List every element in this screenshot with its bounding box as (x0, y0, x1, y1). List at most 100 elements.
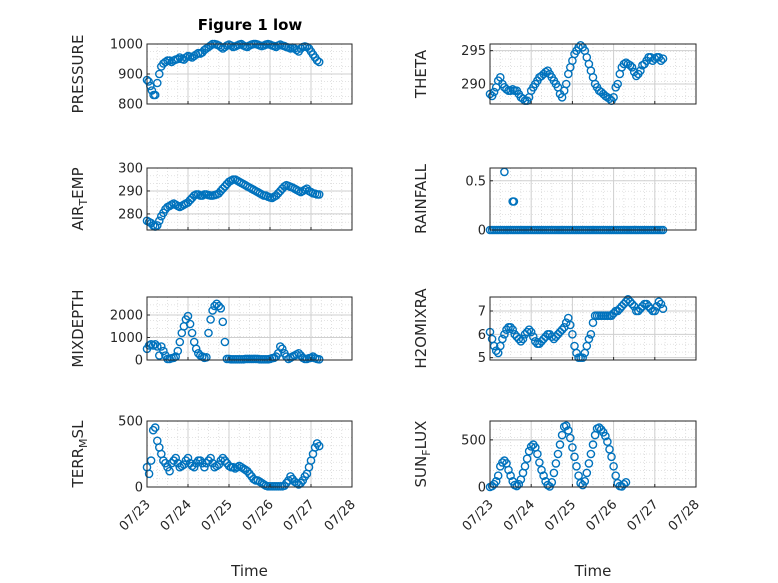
data-point (601, 431, 610, 441)
data-point (576, 41, 585, 50)
data-point (277, 344, 287, 354)
y-axis-label: MIXDEPTH (69, 289, 87, 367)
y-tick-label: 290 (118, 184, 143, 199)
data-point (613, 79, 623, 89)
data-point (150, 90, 160, 100)
data-point (500, 329, 509, 339)
data-point (611, 471, 621, 481)
data-point (557, 325, 567, 335)
data-point (568, 443, 577, 452)
data-point (493, 471, 503, 481)
data-point (636, 66, 645, 75)
y-tick-label: 900 (118, 68, 143, 83)
data-point (520, 461, 530, 471)
data-point (154, 69, 164, 79)
axes-box (146, 43, 353, 105)
y-tick-label: 5 (478, 351, 486, 366)
data-point (491, 476, 501, 486)
series-markers (485, 294, 668, 363)
data-point (512, 481, 522, 491)
data-point (271, 191, 281, 200)
data-point (202, 458, 211, 468)
data-point (161, 57, 170, 67)
subplot-h2omixra: 5 6 7 H2OMIXRA (412, 288, 697, 369)
data-point (572, 461, 581, 471)
data-point (522, 327, 532, 337)
data-point (650, 306, 660, 316)
y-tick-label: 280 (118, 207, 143, 222)
data-point (578, 353, 588, 363)
data-point (204, 328, 213, 338)
y-tick-label: 500 (118, 415, 143, 430)
data-point (584, 459, 594, 468)
data-point (144, 77, 153, 86)
data-point (216, 303, 226, 313)
data-point (535, 458, 544, 467)
data-point (574, 471, 583, 481)
data-point (154, 216, 164, 226)
data-point (555, 440, 565, 449)
data-point (627, 299, 637, 309)
data-point (216, 42, 226, 52)
y-tick-label: 0 (478, 481, 486, 496)
data-point (171, 453, 180, 463)
data-point (605, 94, 614, 103)
data-point (580, 476, 590, 486)
data-point (271, 42, 281, 52)
subplot-grid: 800 900 1000 PRESSURE 290 295 THETA 280 290 300 AI… (69, 35, 703, 580)
data-point (150, 423, 160, 432)
data-point (152, 342, 162, 351)
data-point (557, 430, 567, 440)
data-point (508, 325, 518, 335)
data-point (206, 453, 215, 463)
data-point (619, 479, 629, 489)
data-point (509, 197, 519, 206)
y-tick-label: 800 (118, 98, 143, 113)
y-tick-label: 0 (478, 224, 486, 239)
data-point (627, 63, 637, 72)
data-point (314, 57, 324, 67)
data-point (561, 79, 571, 89)
axes-box (146, 167, 353, 231)
data-point (206, 41, 215, 50)
data-point (561, 421, 571, 431)
series-markers (142, 423, 324, 491)
data-point (656, 56, 666, 66)
y-tick-label: 500 (461, 433, 486, 448)
data-point (566, 433, 575, 443)
data-point (547, 477, 557, 487)
data-point (555, 327, 565, 337)
figure-title: Figure 1 low (198, 16, 303, 34)
data-point (245, 469, 254, 479)
data-point (553, 449, 563, 459)
series-markers (142, 299, 324, 364)
data-point (539, 471, 548, 481)
data-point (179, 460, 189, 469)
data-point (506, 322, 515, 332)
data-point (603, 437, 612, 447)
y-tick-label: 0 (135, 354, 143, 369)
data-point (522, 454, 532, 464)
data-point (310, 443, 320, 452)
subplot-mixdepth: 0 1000 2000 MIXDEPTH (69, 289, 353, 369)
data-point (516, 336, 526, 346)
data-point (658, 304, 668, 314)
subplot-pressure: 800 900 1000 PRESSURE (69, 35, 353, 113)
y-axis-label: SUNFLUX (412, 421, 433, 488)
data-point (524, 446, 534, 456)
data-point (183, 453, 193, 463)
data-point (165, 466, 174, 476)
data-point (564, 426, 573, 435)
axes-box (489, 420, 697, 488)
axes-box (146, 296, 353, 361)
data-point (214, 460, 224, 469)
data-point (658, 54, 668, 64)
y-tick-label: 2000 (110, 309, 143, 324)
data-point (218, 453, 228, 463)
data-point (173, 54, 183, 64)
data-point (609, 93, 618, 102)
data-point (607, 452, 616, 462)
data-point (529, 332, 538, 342)
y-axis-label: TERRMSL (69, 420, 90, 489)
data-point (654, 297, 664, 307)
